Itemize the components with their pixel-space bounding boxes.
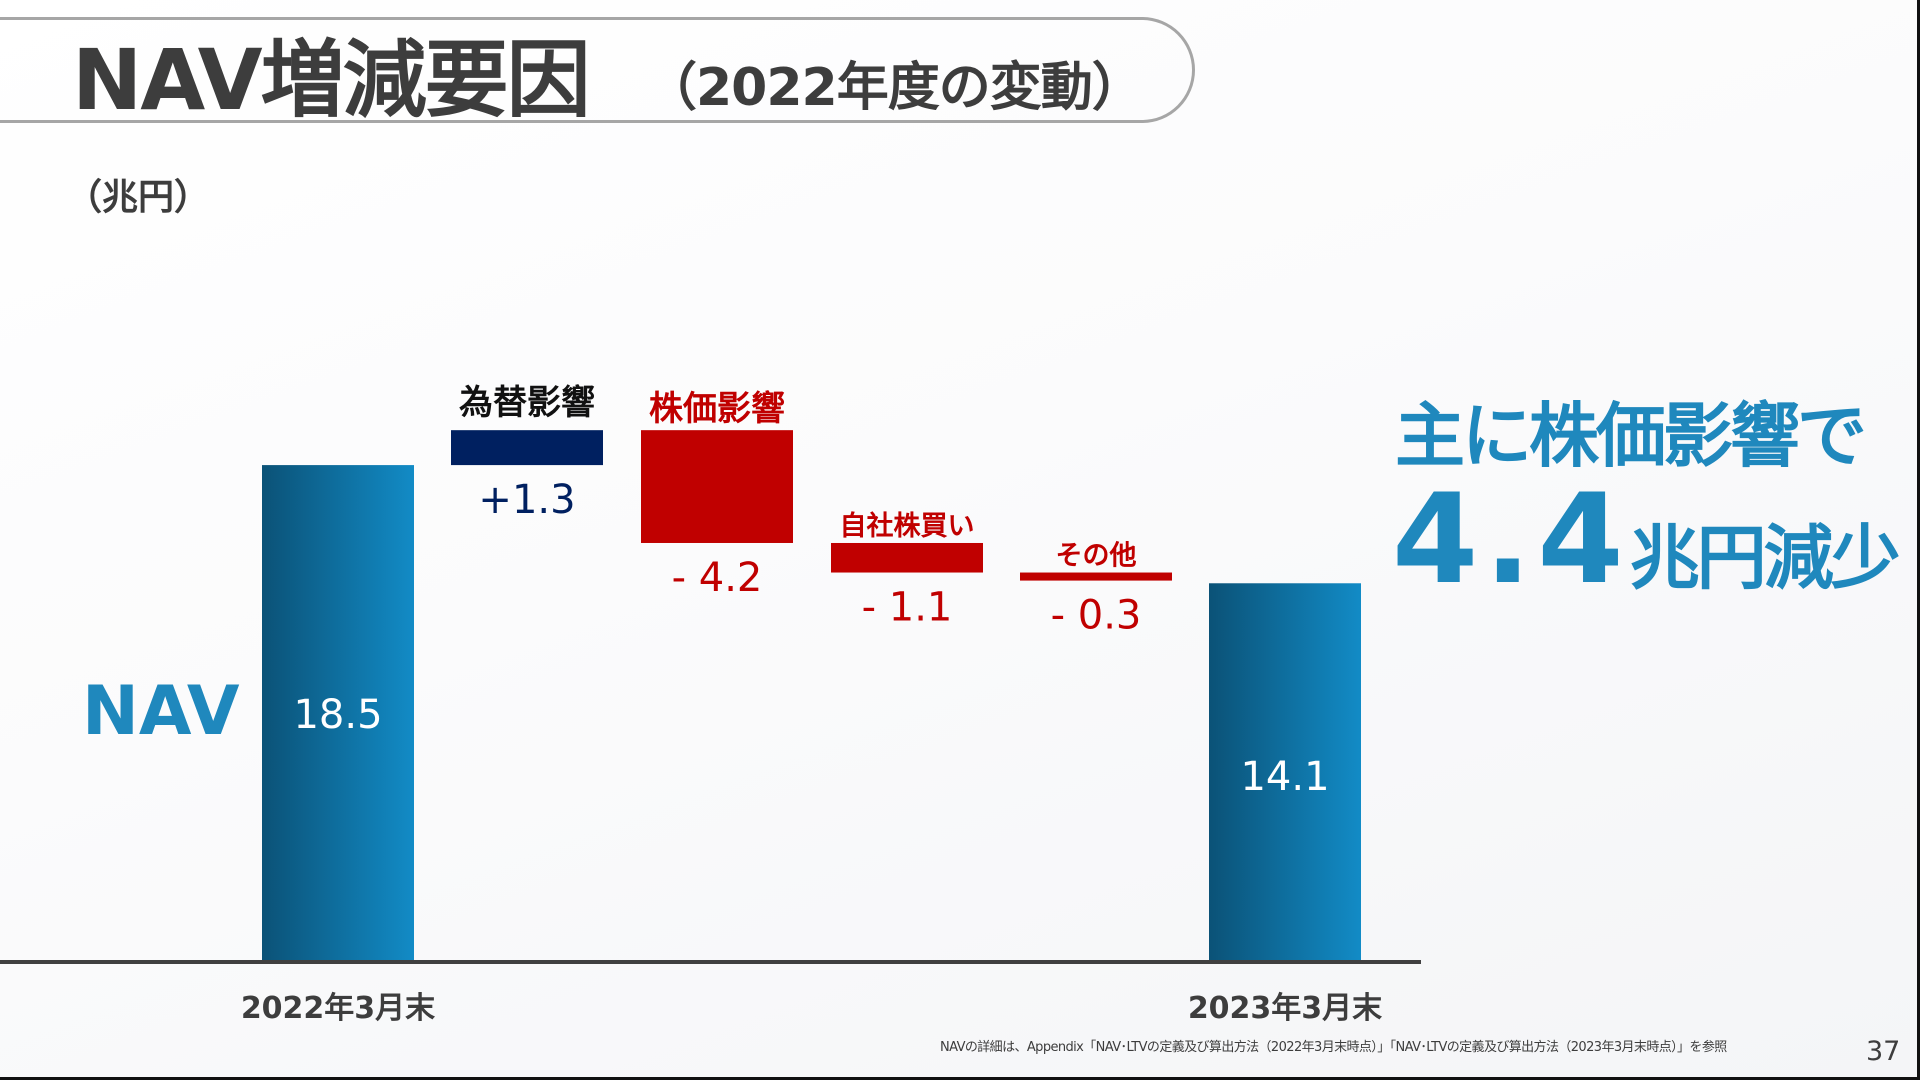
delta-bar (451, 430, 603, 466)
bar-value-label: 14.1 (1240, 754, 1329, 800)
page-title: NAV増減要因 (72, 31, 591, 129)
title-frame (0, 17, 1195, 123)
delta-bar (831, 542, 983, 573)
nav-total-bar (1209, 583, 1361, 964)
delta-name-label: 為替影響 (459, 383, 595, 423)
delta-bar (1020, 572, 1172, 581)
delta-value-label: - 0.3 (1051, 593, 1142, 639)
frame-border-bottom (0, 1077, 1920, 1080)
headline-suffix: 兆円減少 (1629, 517, 1901, 599)
delta-name-label: その他 (1056, 541, 1137, 572)
delta-value-label: - 4.2 (672, 555, 763, 601)
headline-line2: 4.4兆円減少 (1392, 468, 1901, 612)
delta-value-label: - 1.1 (862, 585, 953, 631)
delta-name-label: 自社株買い (840, 510, 975, 542)
unit-label: （兆円） (66, 177, 211, 218)
bar-value-label: 18.5 (293, 692, 382, 738)
delta-name-label: 株価影響 (649, 389, 785, 429)
frame-border-right (1917, 0, 1920, 1080)
headline-amount: 4.4 (1392, 468, 1630, 612)
delta-value-label: +1.3 (478, 477, 575, 523)
footnote: NAVの詳細は、Appendix「NAV･LTVの定義及び算出方法（2022年3… (940, 1040, 1727, 1055)
x-tick-label: 2022年3月末 (241, 991, 435, 1026)
delta-bar (641, 430, 793, 543)
page-number: 37 (1866, 1036, 1901, 1067)
nav-total-bar (262, 465, 414, 964)
nav-series-label: NAV (82, 672, 240, 751)
headline-line1: 主に株価影響で (1395, 395, 1867, 477)
x-tick-label: 2023年3月末 (1188, 991, 1382, 1026)
page-subtitle: （2022年度の変動） (645, 58, 1144, 118)
